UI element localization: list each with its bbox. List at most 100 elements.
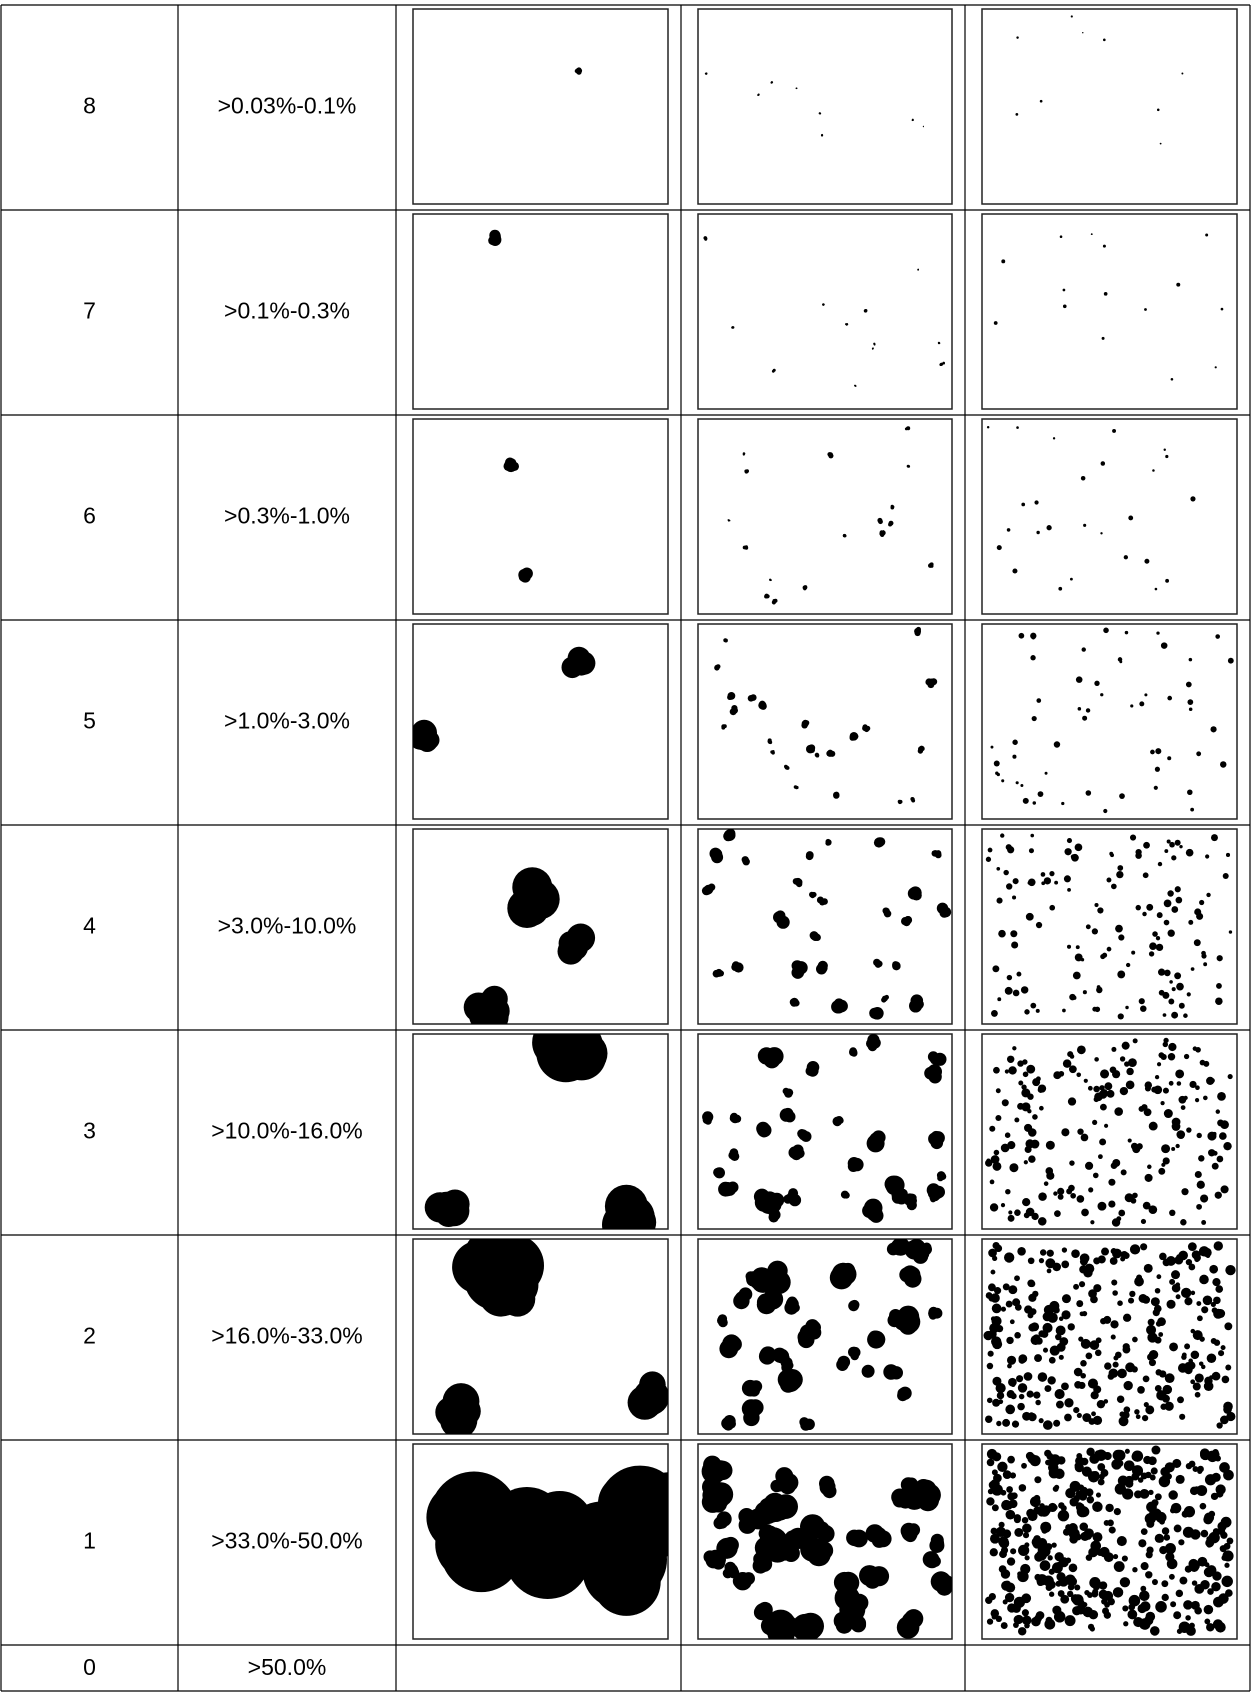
speck [1185,1615,1191,1621]
speck [1020,1564,1030,1574]
blob [854,385,856,387]
speck [1229,930,1232,933]
blob [871,1010,881,1020]
speck [1163,1088,1169,1094]
speck [1143,842,1150,849]
speck [1163,1013,1167,1017]
speck [1117,1536,1127,1546]
speck [1014,1209,1021,1216]
speck [1012,1046,1016,1050]
speck [1168,1490,1177,1499]
speck [1014,1615,1023,1624]
speck [1167,696,1172,701]
speck [1007,1456,1015,1464]
blob [819,113,821,115]
speck [1178,1251,1188,1261]
texture-image [413,419,668,614]
speck [1184,1054,1189,1059]
speck [1040,1249,1046,1255]
speck [1176,283,1180,287]
speck [1151,1446,1160,1455]
speck [1108,1179,1115,1186]
image-frame [982,419,1237,614]
speck [1162,1395,1170,1403]
blob [723,724,727,728]
blob [823,304,825,306]
speck [1038,791,1044,797]
speck [1146,1547,1153,1554]
blob [518,569,530,581]
speck [991,1609,999,1617]
speck [1206,1536,1211,1541]
speck [1144,693,1147,696]
speck [1156,631,1159,634]
blob [884,995,889,1000]
speck [1069,1564,1078,1573]
blob [716,1516,729,1529]
speck [986,857,991,862]
speck [1190,808,1194,812]
texture-image [698,1444,955,1647]
blob [845,323,847,325]
speck [1154,786,1158,790]
texture-image [982,1444,1237,1639]
texture-image [698,419,952,614]
blob [935,850,941,856]
speck [1030,655,1035,660]
blob [851,1617,866,1632]
speck [1171,1012,1178,1019]
speck [1181,73,1183,75]
speck [1100,532,1102,534]
speck [1155,748,1161,754]
speck [1204,1513,1214,1523]
speck [1125,1006,1128,1009]
speck [1215,1309,1224,1318]
speck [1227,1538,1234,1545]
blob [917,269,919,271]
speck [1093,1257,1100,1264]
blob [932,1193,940,1201]
speck [1156,936,1160,940]
speck [1089,1454,1099,1464]
speck [1130,704,1133,707]
speck [1050,1346,1060,1356]
speck [1171,1147,1175,1151]
blob [724,1335,741,1352]
speck [1041,872,1046,877]
speck [1110,853,1114,857]
speck [1170,1601,1176,1607]
range: >16.0%-33.0% [211,1323,363,1349]
rating: 1 [83,1528,96,1554]
speck [986,1497,994,1505]
speck [1001,259,1005,263]
speck [1061,1260,1069,1268]
speck [1015,113,1018,116]
blob [562,657,584,679]
speck [1220,1545,1227,1552]
speck [1077,1045,1086,1054]
speck [1216,1484,1226,1494]
speck [992,1304,1002,1314]
speck [1128,1138,1132,1142]
blob [827,750,833,756]
speck [1162,1527,1170,1535]
speck [1187,699,1193,705]
blob [909,886,922,899]
rating: 7 [83,298,96,324]
speck [1061,1505,1067,1511]
texture-image [413,1444,700,1639]
texture-image [413,1230,669,1439]
speck [992,965,999,972]
speck [987,426,989,428]
speck [1058,587,1062,591]
speck [1168,930,1175,937]
blob [717,1316,727,1326]
speck [1157,109,1160,112]
speck [1171,855,1176,860]
blob [810,893,815,898]
speck [1054,1485,1059,1490]
speck [998,930,1006,938]
blob [794,878,802,886]
speck [987,1363,993,1369]
blob [848,1300,859,1311]
